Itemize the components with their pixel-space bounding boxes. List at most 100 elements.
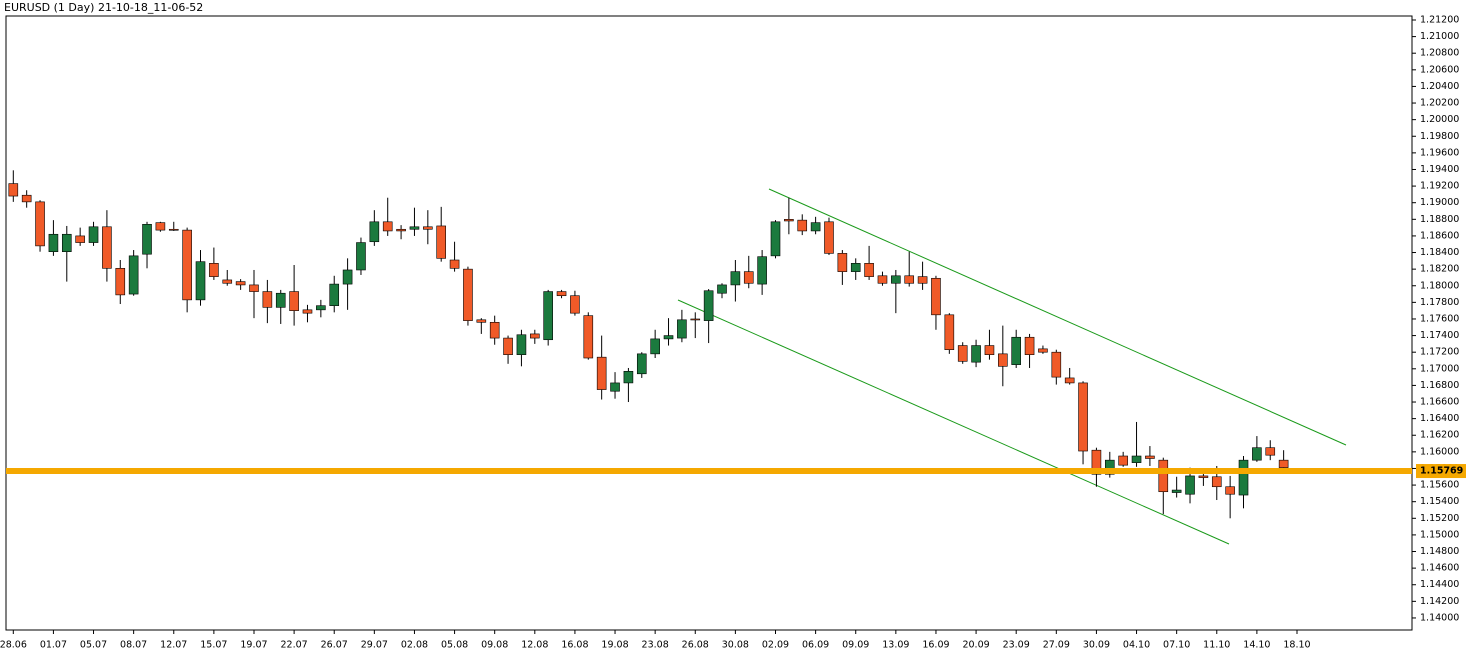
- y-tick-label: 1.20800: [1420, 48, 1459, 59]
- x-tick-label: 12.08: [521, 640, 548, 651]
- candle-body: [8, 183, 19, 197]
- x-tick-label: 05.08: [441, 640, 468, 651]
- y-tick-label: 1.16800: [1420, 380, 1459, 391]
- x-tick-label: 07.10: [1163, 640, 1190, 651]
- candle-body: [1118, 455, 1128, 466]
- x-tick-label: 08.07: [120, 640, 147, 651]
- x-tick-label: 23.09: [1003, 640, 1030, 651]
- candle-body: [650, 338, 660, 355]
- candle-body: [663, 335, 674, 340]
- candle-body: [1051, 351, 1062, 378]
- candle-body: [770, 221, 781, 257]
- candle-body: [1024, 336, 1035, 355]
- candle-body: [877, 275, 888, 284]
- current-price-box: [1416, 464, 1466, 479]
- x-tick-label: 15.07: [200, 640, 227, 651]
- candle-body: [850, 263, 861, 272]
- candle-body: [369, 221, 380, 243]
- y-tick-label: 1.17600: [1420, 313, 1459, 324]
- candle-body: [21, 194, 32, 203]
- x-tick-label: 26.08: [682, 640, 709, 651]
- y-tick-label: 1.16200: [1420, 430, 1459, 441]
- x-tick-label: 26.07: [321, 640, 348, 651]
- candle-body: [1211, 476, 1222, 488]
- x-tick-label: 28.06: [0, 640, 27, 651]
- y-tick-label: 1.14400: [1420, 579, 1459, 590]
- candle-body: [1171, 489, 1182, 493]
- candle-body: [797, 219, 808, 232]
- candle-body: [1198, 475, 1209, 478]
- candle-body: [275, 292, 286, 308]
- y-tick-label: 1.19600: [1420, 147, 1459, 158]
- candle-body: [1185, 475, 1195, 495]
- candle-body: [1238, 459, 1249, 496]
- candle-body: [302, 309, 313, 314]
- candle-body: [1104, 459, 1115, 475]
- candle-body: [356, 242, 366, 271]
- y-tick-label: 1.17400: [1420, 330, 1459, 341]
- candle-body: [1158, 459, 1169, 493]
- candle-body: [75, 235, 85, 243]
- y-tick-label: 1.19000: [1420, 197, 1459, 208]
- candle-body: [623, 370, 634, 384]
- y-tick-label: 1.21200: [1420, 14, 1459, 25]
- candle-body: [1131, 455, 1142, 463]
- x-tick-label: 30.09: [1083, 640, 1110, 651]
- candle-body: [904, 275, 915, 284]
- candle-body: [891, 275, 901, 284]
- candle-body: [583, 315, 594, 359]
- candle-body: [316, 305, 326, 311]
- candle-body: [329, 283, 340, 306]
- current-price-label: 1.15769: [1420, 466, 1463, 477]
- candle-body: [155, 222, 166, 231]
- x-tick-label: 02.08: [401, 640, 428, 651]
- x-tick-label: 04.10: [1123, 640, 1150, 651]
- y-tick-label: 1.14200: [1420, 596, 1459, 607]
- y-tick-label: 1.20400: [1420, 81, 1459, 92]
- candle-body: [88, 226, 99, 243]
- candle-body: [944, 314, 955, 351]
- x-tick-label: 19.07: [240, 640, 267, 651]
- y-tick-label: 1.15000: [1420, 529, 1459, 540]
- x-tick-label: 23.08: [642, 640, 669, 651]
- y-tick-label: 1.18800: [1420, 214, 1459, 225]
- candle-body: [730, 271, 741, 286]
- candle-body: [503, 337, 513, 355]
- candle-body: [476, 319, 487, 323]
- x-tick-label: 09.08: [481, 640, 508, 651]
- x-tick-label: 20.09: [962, 640, 989, 651]
- x-tick-label: 16.09: [922, 640, 949, 651]
- candle-body: [690, 318, 701, 321]
- candle-body: [717, 284, 727, 294]
- candle-body: [931, 277, 941, 316]
- trend-line: [677, 299, 1230, 545]
- y-tick-label: 1.18000: [1420, 280, 1459, 291]
- candle-body: [61, 233, 72, 253]
- y-tick-label: 1.19200: [1420, 181, 1459, 192]
- candle-body: [610, 382, 620, 392]
- candle-body: [516, 334, 527, 355]
- x-tick-label: 11.10: [1203, 640, 1230, 651]
- candle-body: [142, 223, 152, 255]
- x-tick-label: 01.07: [40, 640, 67, 651]
- candle-body: [1078, 382, 1088, 452]
- candle-body: [182, 229, 192, 301]
- chart-title: EURUSD (1 Day) 21-10-18_11-06-52: [4, 1, 203, 14]
- candle-body: [209, 263, 219, 277]
- candle-body: [810, 222, 821, 232]
- candle-body: [463, 268, 473, 321]
- candle-body: [489, 321, 500, 339]
- candle-body: [289, 291, 299, 311]
- x-tick-label: 19.08: [601, 640, 628, 651]
- candle-body: [35, 201, 45, 247]
- y-tick-label: 1.19400: [1420, 164, 1459, 175]
- y-tick-label: 1.16400: [1420, 413, 1459, 424]
- x-tick-label: 30.08: [722, 640, 749, 651]
- y-tick-label: 1.17000: [1420, 363, 1459, 374]
- x-tick-label: 27.09: [1043, 640, 1070, 651]
- candle-body: [1145, 455, 1155, 459]
- candle-body: [543, 291, 553, 341]
- candle-body: [570, 295, 580, 314]
- y-tick-label: 1.18200: [1420, 264, 1459, 275]
- y-tick-label: 1.16600: [1420, 397, 1459, 408]
